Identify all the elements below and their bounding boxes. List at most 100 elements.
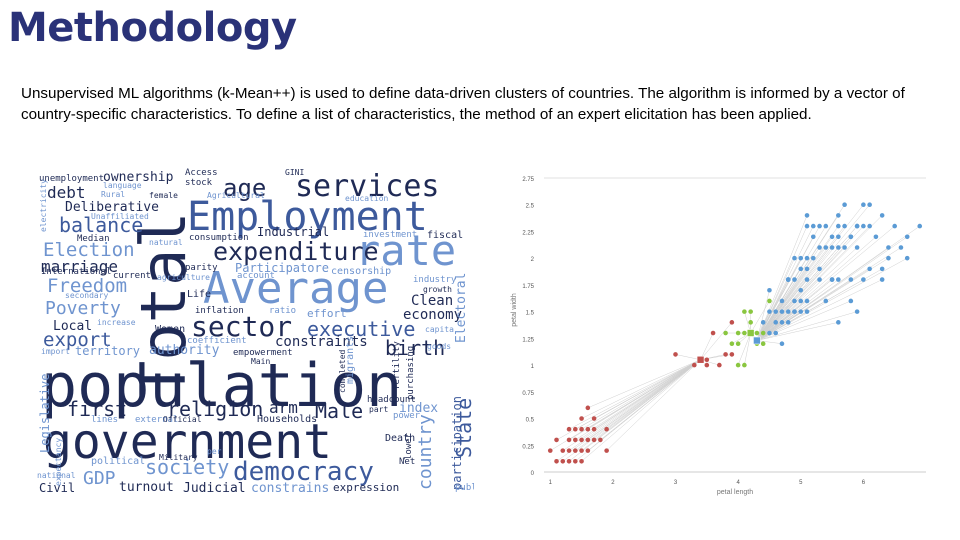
scatter-point <box>792 255 797 261</box>
word-cloud-word: Deliberative <box>65 200 159 215</box>
scatter-point <box>573 448 578 453</box>
y-tick-label: 0 <box>531 471 535 477</box>
y-tick-label: 1 <box>531 364 535 370</box>
scatter-point <box>823 245 829 250</box>
scatter-point <box>717 362 722 368</box>
scatter-point <box>792 298 797 304</box>
scatter-point <box>723 330 728 336</box>
y-tick-label: 0.25 <box>522 444 534 450</box>
cluster-centroid-marker <box>746 329 755 337</box>
scatter-point <box>760 320 766 325</box>
scatter-point <box>804 277 810 282</box>
scatter-point <box>566 459 572 464</box>
word-cloud-word: empowerment <box>233 348 293 358</box>
scatter-point <box>804 266 810 272</box>
centroid-link-line <box>756 311 858 341</box>
word-cloud-word: Civil <box>39 481 75 495</box>
word-cloud-word: Net <box>399 457 415 467</box>
x-tick-label: 6 <box>862 480 866 486</box>
word-cloud-word: Unaffiliated <box>91 212 149 221</box>
word-cloud-word: industry <box>413 275 457 285</box>
word-cloud-word: completed <box>338 349 347 393</box>
y-tick-label: 2.5 <box>526 204 535 210</box>
centroid-link-line <box>568 359 701 430</box>
centroid-link-line <box>737 332 751 366</box>
scatter-point <box>560 448 566 453</box>
word-cloud-word: capita <box>425 325 454 334</box>
scatter-point <box>785 320 791 325</box>
slide-description: Unsupervised ML algorithms (k-Mean++) is… <box>21 85 905 123</box>
scatter-point <box>579 437 584 443</box>
centroid-link-line <box>756 340 782 344</box>
scatter-point <box>817 245 822 250</box>
scatter-point <box>779 320 785 325</box>
scatter-point <box>904 255 910 261</box>
scatter-point <box>879 213 885 218</box>
scatter-point <box>748 309 753 314</box>
scatter-point <box>754 330 760 336</box>
scatter-point <box>585 448 591 453</box>
scatter-point <box>767 330 772 336</box>
word-cloud-word: agriculture <box>157 273 210 282</box>
y-tick-label: 1.25 <box>522 337 534 343</box>
centroid-link-line <box>606 359 701 451</box>
scatter-point <box>729 320 735 325</box>
word-cloud-word: sector <box>191 310 292 343</box>
scatter-point <box>804 213 810 218</box>
word-cloud-word: society <box>145 455 229 479</box>
x-tick-label: 1 <box>549 480 553 486</box>
y-tick-label: 2 <box>531 257 535 263</box>
scatter-point <box>591 426 597 432</box>
word-cloud-word: censorship <box>331 266 391 277</box>
scatter-point <box>554 459 559 464</box>
word-cloud-word: effort <box>307 307 347 320</box>
scatter-point <box>804 255 810 261</box>
scatter-point <box>604 448 609 453</box>
word-cloud-word: fertility <box>392 341 402 390</box>
scatter-point <box>854 223 860 229</box>
word-cloud-word: Women <box>155 324 185 335</box>
scatter-point <box>566 426 572 432</box>
centroid-link-line <box>600 359 701 441</box>
centroid-link-line <box>568 359 701 441</box>
word-cloud-word: electricity <box>39 179 48 232</box>
scatter-point <box>867 202 872 208</box>
scatter-point <box>673 352 678 357</box>
scatter-point <box>704 357 710 363</box>
word-cloud-word: Male <box>315 399 363 423</box>
word-cloud-word: age <box>223 174 266 202</box>
scatter-point <box>547 448 553 453</box>
word-cloud-word: ownership <box>103 170 174 185</box>
y-tick-label: 0.5 <box>526 418 535 424</box>
centroid-link-line <box>675 354 701 360</box>
scatter-point <box>742 309 747 314</box>
scatter-point <box>554 437 559 443</box>
slide-title: Methodology <box>8 5 297 51</box>
scatter-point <box>798 309 804 314</box>
scatter-point <box>842 223 847 229</box>
cluster-centroid-marker <box>696 355 705 364</box>
centroid-link-line <box>756 279 883 341</box>
scatter-point <box>879 277 885 282</box>
scatter-point <box>779 309 785 314</box>
word-cloud-word: services <box>295 169 440 204</box>
centroid-link-line <box>756 322 839 341</box>
scatter-point <box>879 266 885 272</box>
word-cloud-word: Electoral <box>454 273 469 343</box>
centroid-link-line <box>756 247 889 341</box>
word-cloud-word: investment <box>363 230 417 240</box>
scatter-point <box>742 330 747 336</box>
scatter-point <box>904 234 910 240</box>
scatter-point <box>573 459 578 464</box>
word-cloud-word: Median <box>77 234 110 244</box>
centroid-link-line <box>756 300 851 341</box>
scatter-point <box>798 287 804 293</box>
scatter-point <box>861 202 866 208</box>
scatter-point <box>779 341 785 347</box>
centroid-link-line <box>587 359 701 441</box>
centroid-link-line <box>750 300 770 334</box>
scatter-point <box>566 437 572 443</box>
scatter-point <box>829 245 835 250</box>
scatter-point <box>861 223 866 229</box>
scatter-point <box>792 277 797 282</box>
